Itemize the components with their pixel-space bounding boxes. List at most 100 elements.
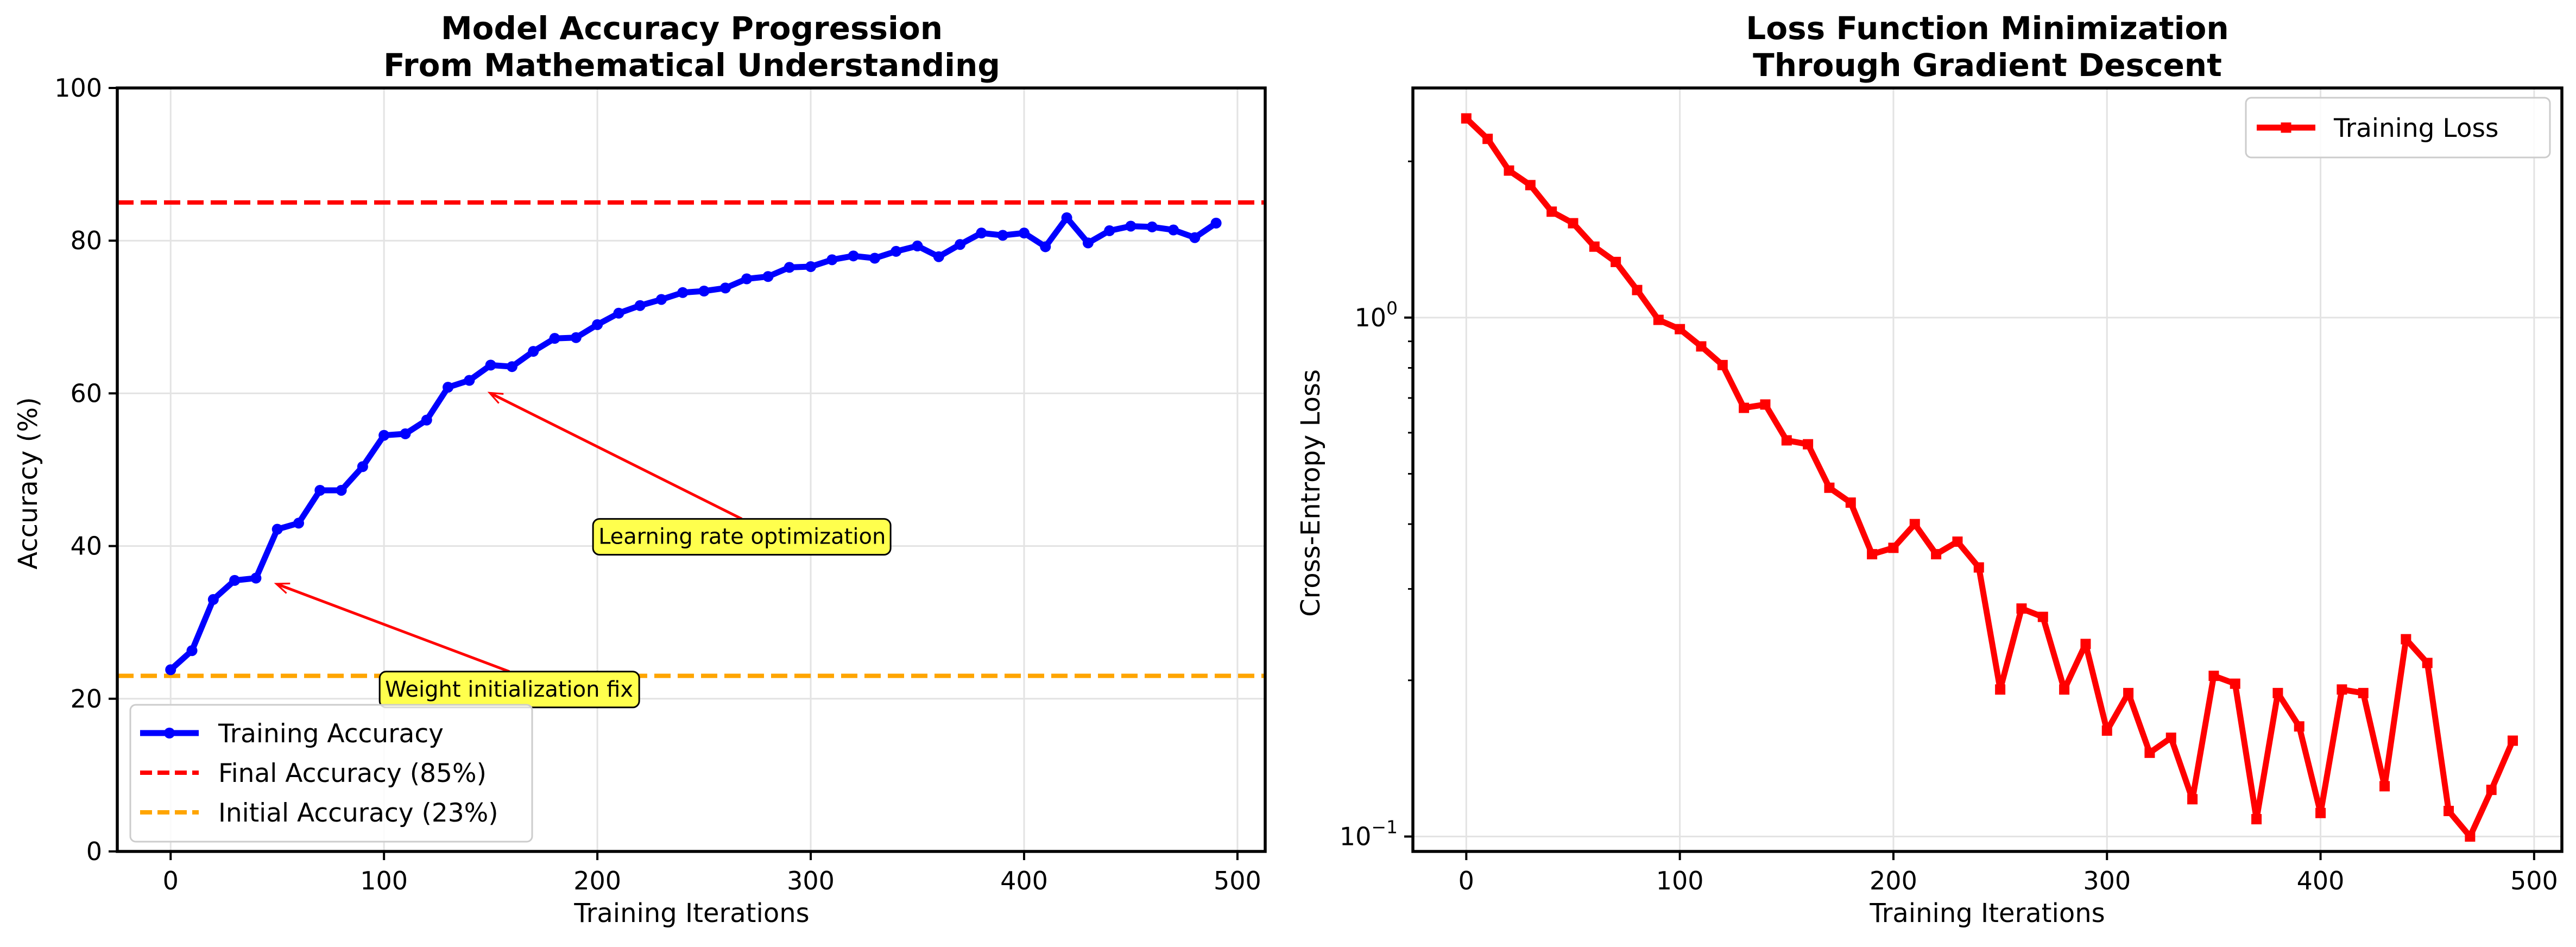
x-tick-label: 200 xyxy=(573,866,621,895)
loss-chart: 0 100 200 300 400 500 10−1 100 Training Loss Lo… xyxy=(1296,10,2564,929)
data-point xyxy=(2422,658,2433,668)
legend-box xyxy=(2245,97,2551,159)
data-point xyxy=(1973,562,1984,573)
x-tick-label: 400 xyxy=(1000,866,1048,895)
data-point xyxy=(2486,785,2497,796)
data-point xyxy=(2144,747,2155,758)
accuracy-y-axis-label: Accuracy (%) xyxy=(13,397,43,569)
data-point xyxy=(2465,831,2476,842)
accuracy-grid xyxy=(117,87,1265,853)
y-tick-label: 10−1 xyxy=(1340,817,1398,851)
loss-chart-title-line-1: Loss Function Minimization xyxy=(1746,10,2228,47)
data-point xyxy=(2401,634,2411,645)
annotation-arrow xyxy=(274,582,510,673)
data-point xyxy=(506,361,517,373)
data-point xyxy=(2294,721,2304,732)
data-point xyxy=(549,333,560,344)
data-point xyxy=(1125,220,1137,232)
data-point xyxy=(2358,687,2369,698)
data-point xyxy=(2230,678,2240,689)
data-point xyxy=(1760,399,1771,410)
data-point xyxy=(933,251,944,262)
loss-chart-title-line-2: Through Gradient Descent xyxy=(1753,47,2222,84)
loss-y-axis-label: Cross-Entropy Loss xyxy=(1296,369,1326,617)
legend-swatch-marker xyxy=(164,728,175,738)
legend-label: Training Loss xyxy=(2333,113,2498,143)
accuracy-chart-title-line-1: Model Accuracy Progression xyxy=(441,10,943,47)
data-point xyxy=(1546,206,1557,217)
data-point xyxy=(1061,212,1072,224)
legend-label: Initial Accuracy (23%) xyxy=(218,798,498,828)
data-point xyxy=(976,228,987,239)
data-point xyxy=(1611,256,1621,267)
data-point xyxy=(1717,359,1728,370)
data-point xyxy=(1104,225,1115,236)
accuracy-plot-frame xyxy=(116,86,1267,853)
y-tick-label: 100 xyxy=(54,73,102,103)
data-point xyxy=(1589,241,1600,252)
data-point xyxy=(2379,781,2390,792)
loss-legend: Training Loss xyxy=(2245,97,2551,159)
data-point xyxy=(826,254,838,266)
legend-label: Final Accuracy (85%) xyxy=(218,759,487,788)
data-point xyxy=(1632,285,1643,295)
data-point xyxy=(2251,814,2262,825)
data-point xyxy=(2037,611,2048,622)
data-point xyxy=(1082,237,1094,249)
y-tick-label: 20 xyxy=(70,684,102,714)
x-tick-label: 300 xyxy=(2083,866,2131,895)
data-point xyxy=(1781,435,1792,446)
annotation-box xyxy=(592,518,892,556)
accuracy-chart-title-line-2: From Mathematical Understanding xyxy=(383,47,1000,84)
data-point xyxy=(2059,684,2070,695)
data-point xyxy=(955,239,966,250)
data-point xyxy=(464,375,475,386)
data-point xyxy=(1803,439,1814,450)
data-point xyxy=(1040,241,1051,252)
loss-plot-frame xyxy=(1411,86,2564,853)
data-point xyxy=(655,294,667,305)
data-point xyxy=(1461,113,1472,124)
loss-series xyxy=(1461,113,2518,842)
data-point xyxy=(272,523,283,535)
data-point xyxy=(997,230,1008,241)
data-point xyxy=(805,261,817,273)
data-point xyxy=(421,414,432,426)
data-point xyxy=(634,300,646,311)
data-point xyxy=(2272,687,2283,698)
data-point xyxy=(1210,217,1222,229)
data-point xyxy=(1909,519,1920,529)
data-point xyxy=(2208,671,2219,681)
data-point xyxy=(400,428,411,439)
data-point xyxy=(592,319,603,330)
accuracy-x-axis-label: Training Iterations xyxy=(573,898,809,929)
loss-ticks: 0 100 200 300 400 500 10−1 100 xyxy=(1340,160,2558,895)
data-point xyxy=(869,252,880,264)
data-point xyxy=(1995,684,2006,695)
data-point xyxy=(784,262,795,273)
y-tick-label: 40 xyxy=(70,532,102,561)
data-point xyxy=(698,285,710,296)
data-point xyxy=(891,245,902,257)
accuracy-reference-lines xyxy=(117,200,1265,678)
data-point xyxy=(378,430,390,441)
data-point xyxy=(1018,228,1030,239)
accuracy-chart: 0 100 200 300 400 500 0 20 40 60 80 100 Learning ra… xyxy=(13,10,1267,929)
data-point xyxy=(677,287,689,298)
data-point xyxy=(1867,549,1878,560)
data-point xyxy=(848,250,859,262)
data-point xyxy=(570,332,582,343)
annotation-text: Weight initialization fix xyxy=(385,677,633,702)
x-tick-label: 0 xyxy=(163,866,179,895)
data-point xyxy=(1568,218,1579,229)
data-point xyxy=(719,282,731,294)
data-point xyxy=(2165,733,2176,743)
data-point xyxy=(2337,684,2347,695)
accuracy-ticks: 0 100 200 300 400 500 0 20 40 60 80 100 xyxy=(54,73,1261,895)
data-point xyxy=(1931,549,1942,560)
data-point xyxy=(2101,725,2112,736)
data-point xyxy=(250,572,262,584)
data-point xyxy=(1146,221,1158,232)
accuracy-series xyxy=(165,212,1222,675)
